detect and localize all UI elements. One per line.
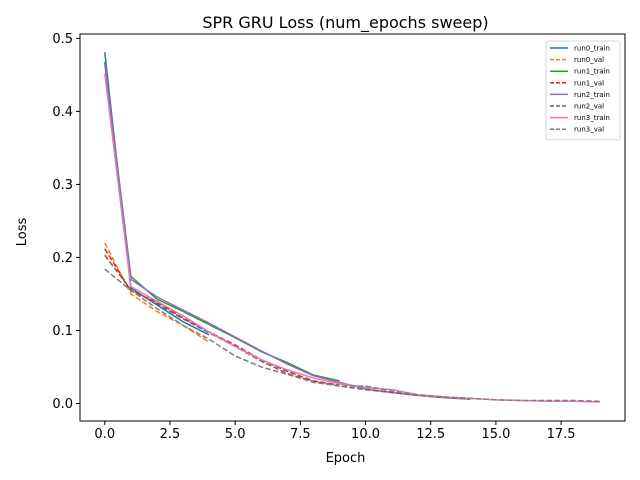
legend: run0_train run0_val run1_train run1_val run2… [546,41,620,140]
y-axis: 0.0 0.1 0.2 0.3 0.4 0.5 [52,32,80,412]
legend-label: run3_train [574,114,610,122]
chart-title: SPR GRU Loss (num_epochs sweep) [202,13,488,33]
series-line-run1-train [105,62,340,381]
series-line-run3-train [105,73,600,402]
y-tick-label: 0.5 [52,32,73,47]
y-tick-label: 0.0 [52,397,73,412]
x-tick-label: 0.0 [94,427,115,442]
legend-label: run1_train [574,68,610,76]
x-axis: 0.0 2.5 5.0 7.5 10.0 12.5 15.0 17.5 [94,421,575,442]
series-line-run3-val [105,269,600,401]
legend-label: run2_val [574,103,604,111]
x-tick-label: 17.5 [547,427,576,442]
series-line-run1-val [105,249,340,386]
series-line-run2-train [105,63,470,399]
x-tick-label: 5.0 [225,427,246,442]
legend-label: run0_train [574,45,610,53]
x-tick-label: 7.5 [290,427,311,442]
y-tick-label: 0.1 [52,324,73,339]
legend-label: run3_val [574,126,604,134]
x-tick-label: 2.5 [160,427,181,442]
y-axis-title: Loss [15,218,30,247]
legend-label: run2_train [574,91,610,99]
legend-label: run1_val [574,79,604,87]
y-tick-label: 0.4 [52,105,73,120]
x-tick-label: 12.5 [416,427,445,442]
y-tick-label: 0.2 [52,251,73,266]
plot-frame [80,34,625,421]
legend-label: run0_val [574,56,604,64]
x-axis-title: Epoch [326,451,366,466]
plot-lines [105,52,600,402]
x-tick-label: 15.0 [481,427,510,442]
series-line-run2-val [105,255,470,399]
y-tick-label: 0.3 [52,178,73,193]
x-tick-label: 10.0 [351,427,380,442]
